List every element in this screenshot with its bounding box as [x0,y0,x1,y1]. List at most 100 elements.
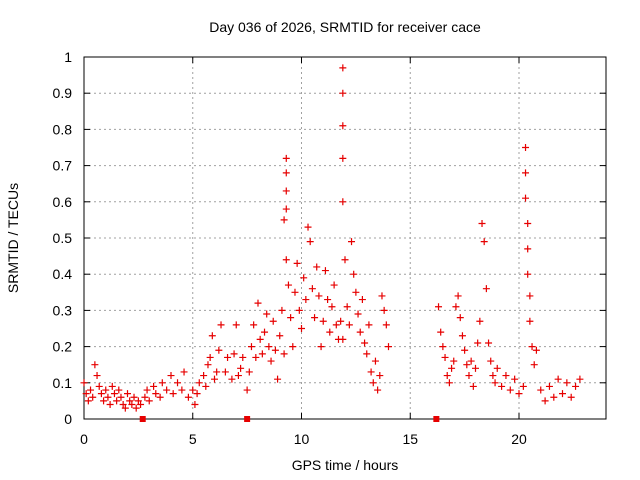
data-point [524,220,532,228]
data-point [378,292,386,300]
data-point [282,256,290,264]
data-point [100,397,108,405]
data-point [280,350,288,358]
data-point [282,187,290,195]
data-point [369,379,377,387]
data-point [293,259,301,267]
data-point [145,397,153,405]
data-point [87,386,95,394]
data-point [84,397,92,405]
data-point [82,390,90,398]
data-point [230,350,238,358]
data-point [371,357,379,365]
data-point [502,372,510,380]
data-point [184,393,192,401]
data-point [217,321,225,329]
y-axis-label: SRMTID / TECUs [5,183,21,293]
data-point [126,397,134,405]
data-point [348,238,356,246]
data-point [141,393,149,401]
data-point [169,390,177,398]
y-tick-label: 0.7 [53,158,73,174]
gap-marker [244,416,251,422]
y-tick-label: 0.4 [53,266,73,282]
data-point [121,404,129,412]
data-point [119,401,127,409]
data-point [95,382,103,390]
x-tick-label: 15 [402,431,418,447]
data-point [363,350,371,358]
data-point [541,397,549,405]
data-point [469,382,477,390]
data-point [576,375,584,383]
data-point [180,368,188,376]
data-point [526,317,534,325]
data-point [298,325,305,332]
y-tick-label: 0.5 [53,230,73,246]
data-point [352,288,360,296]
data-point [343,303,351,311]
data-point [330,281,338,289]
data-point [97,390,105,398]
data-point [269,317,277,325]
data-point [559,390,566,398]
data-point [572,382,580,390]
data-point [472,364,479,372]
y-tick-label: 0.1 [53,375,73,391]
data-point [174,379,182,387]
data-point [339,64,347,72]
data-point [163,386,171,394]
data-point [317,343,325,351]
data-point [458,332,466,340]
gap-marker [139,416,146,422]
data-point [274,375,282,383]
data-points [80,64,584,422]
y-tick-labels: 0 0.1 0.2 0.3 0.4 0.5 0.6 0.7 0.8 0.9 1 [53,49,73,427]
data-point [313,263,321,271]
data-point [532,346,540,354]
data-point [443,372,451,380]
data-point [237,364,245,372]
data-point [380,306,388,314]
data-point [491,379,499,387]
data-point [178,386,186,394]
data-point [354,310,362,318]
data-point [530,361,538,369]
data-point [80,379,88,387]
data-point [208,332,216,340]
data-point [150,382,158,390]
data-point [106,401,114,409]
data-point [228,375,236,383]
data-point [482,285,490,293]
data-point [258,350,266,358]
data-point [456,314,464,322]
data-point [480,238,488,246]
y-tick-label: 0.3 [53,302,73,318]
data-point [524,245,532,253]
data-point [167,372,175,380]
data-point [193,390,201,398]
data-point [448,364,456,372]
x-tick-label: 5 [189,431,197,447]
data-point [524,270,532,278]
data-point [132,404,140,412]
data-point [382,321,390,329]
data-point [350,270,358,278]
data-point [554,375,562,383]
data-point [339,89,347,97]
data-point [110,390,118,398]
data-point [282,205,290,213]
data-point [115,386,123,394]
y-tick-label: 0.6 [53,194,73,210]
data-point [439,343,447,351]
data-point [374,386,382,394]
data-point [478,220,486,228]
data-point [204,361,212,369]
data-point [306,238,314,246]
data-point [526,292,534,300]
data-point [563,379,571,387]
data-point [339,198,347,206]
x-tick-label: 10 [294,431,310,447]
data-point [528,343,536,351]
